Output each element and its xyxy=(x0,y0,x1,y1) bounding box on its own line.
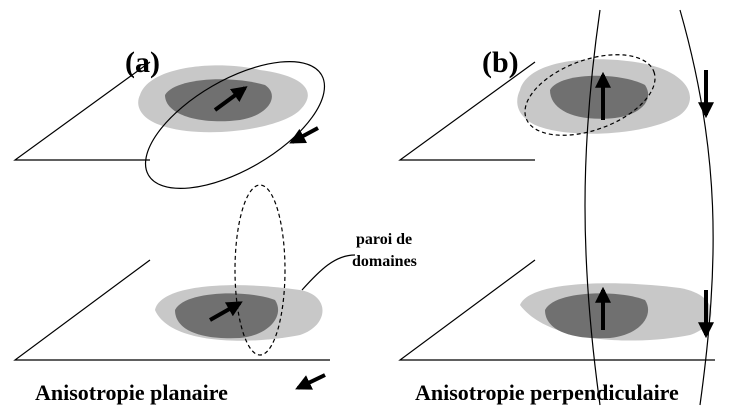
panel-label: (b) xyxy=(482,46,519,79)
annotation: domaines xyxy=(352,253,417,270)
diagram: (a) Anisotropie planaire paroi de domain… xyxy=(0,0,752,412)
annotation: paroi de xyxy=(356,231,412,248)
caption: Anisotropie planaire xyxy=(35,380,228,405)
panel-a: (a) Anisotropie planaire xyxy=(15,36,355,405)
field-line xyxy=(680,10,713,405)
panel-label: (a) xyxy=(125,46,160,79)
panel-b: (b) Anisotropie perpendiculaire xyxy=(400,10,715,405)
pointer-line xyxy=(302,255,355,290)
caption: Anisotropie perpendiculaire xyxy=(415,380,679,405)
field-arrow xyxy=(298,375,325,388)
